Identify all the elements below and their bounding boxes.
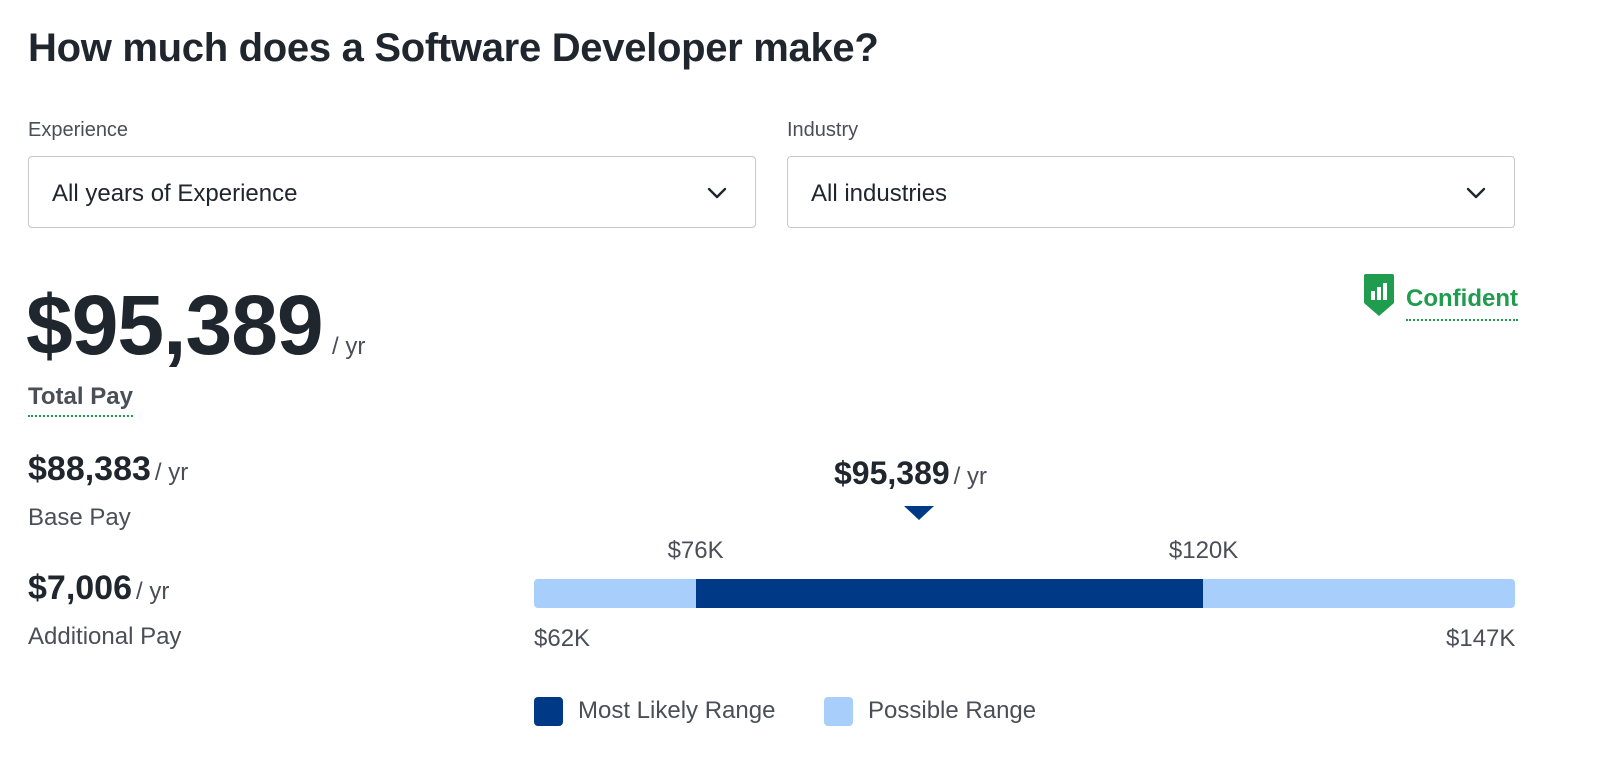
total-pay-unit: / yr [332, 333, 366, 360]
experience-label: Experience [28, 119, 129, 141]
legend-swatch-possible [824, 697, 853, 726]
legend-label-likely: Most Likely Range [578, 697, 776, 724]
likely-range-bar [695, 579, 1204, 608]
shield-bars-icon [1364, 274, 1394, 316]
legend-swatch-likely [534, 697, 563, 726]
confidence-label: Confident [1406, 285, 1518, 321]
page-title: How much does a Software Developer make? [28, 26, 879, 70]
additional-pay-label: Additional Pay [28, 623, 182, 650]
likely-high-tick: $120K [1168, 537, 1239, 564]
range-max-tick: $147K [1446, 625, 1516, 652]
base-pay-unit: / yr [154, 459, 189, 486]
base-pay: $88,383/ yr [28, 450, 188, 489]
total-pay-amount: $95,389 [26, 278, 324, 372]
experience-select[interactable]: All years of Experience [28, 156, 756, 228]
range-marker-unit: / yr [953, 463, 987, 490]
industry-select[interactable]: All industries [787, 156, 1515, 228]
base-pay-amount: $88,383 [28, 450, 151, 488]
additional-pay-amount: $7,006 [28, 569, 132, 607]
additional-pay-unit: / yr [136, 578, 170, 605]
additional-pay: $7,006/ yr [28, 569, 169, 608]
base-pay-label: Base Pay [28, 504, 131, 531]
industry-select-value: All industries [811, 180, 948, 207]
experience-select-value: All years of Experience [52, 180, 298, 207]
likely-low-tick: $76K [667, 537, 724, 564]
range-marker-arrow [904, 506, 935, 520]
total-pay-label[interactable]: Total Pay [28, 383, 133, 417]
range-min-tick: $62K [534, 625, 591, 652]
chevron-down-icon [707, 187, 727, 199]
range-marker-amount: $95,389 [834, 455, 950, 491]
chevron-down-icon [1466, 187, 1486, 199]
range-marker-value: $95,389/ yr [834, 455, 987, 492]
legend-label-possible: Possible Range [868, 697, 1037, 724]
industry-label: Industry [787, 119, 859, 141]
confidence-badge[interactable]: Confident [1362, 273, 1530, 325]
